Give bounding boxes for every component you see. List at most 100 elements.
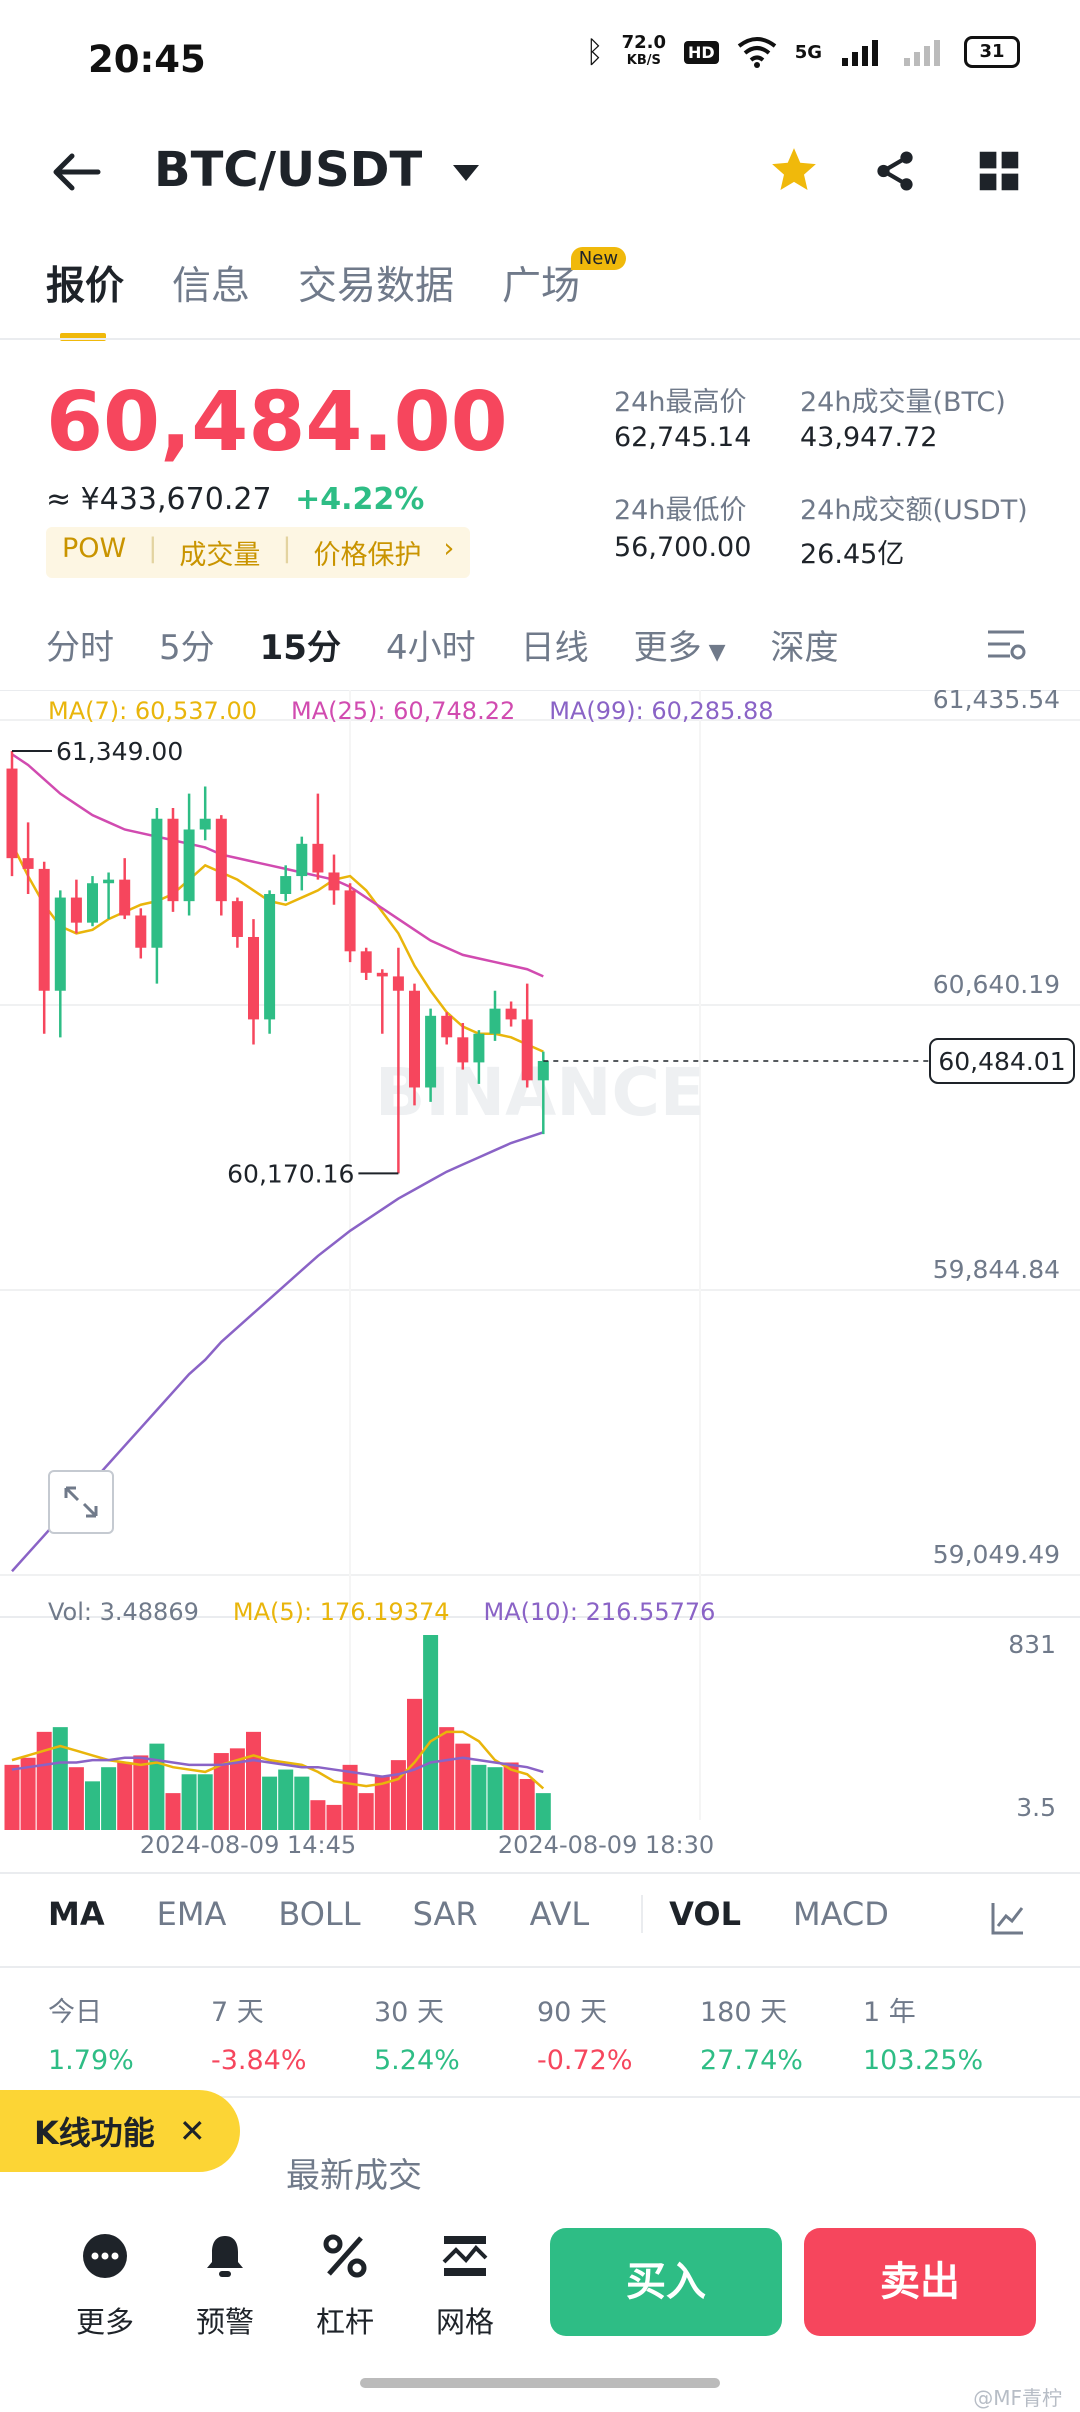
pair-selector[interactable]: BTC/USDT	[154, 142, 481, 198]
indicator-sar[interactable]: SAR	[412, 1895, 478, 1933]
caret-down-icon	[452, 165, 479, 181]
candle-body	[151, 818, 163, 948]
nav-more-label: 更多	[75, 2305, 134, 2339]
volume-bar	[246, 1731, 261, 1830]
more-dots-icon	[83, 2234, 127, 2278]
indicator-settings-icon[interactable]	[990, 1900, 1026, 1936]
indicator-vol[interactable]: VOL	[641, 1895, 741, 1933]
candle-body	[183, 829, 195, 902]
volume-bar	[278, 1769, 294, 1830]
volume-bar	[149, 1743, 165, 1830]
candle-body	[505, 1008, 517, 1020]
current-price-label: 60,484.01	[938, 1047, 1065, 1076]
performance-row: 今日 1.79% 7 天 -3.84% 30 天 5.24% 90 天 -0.72% 1…	[48, 1990, 1026, 2076]
perf-value: 5.24%	[374, 2045, 460, 2076]
interval-depth[interactable]: 深度	[770, 628, 839, 668]
low-marker-label: 60,170.16	[227, 1159, 354, 1188]
caret-down-icon: ▼	[701, 640, 726, 665]
volume-bar	[20, 1757, 36, 1830]
y-tick-label: 60,640.19	[933, 970, 1060, 999]
grid-menu-icon[interactable]	[978, 150, 1020, 192]
vol-ma10-label: MA(10): 216.55776	[483, 1598, 716, 1626]
back-arrow-icon[interactable]	[50, 150, 102, 194]
grid-trading-icon	[442, 2236, 488, 2276]
y-tick-label: 59,844.84	[933, 1255, 1060, 1284]
volume-bar	[181, 1774, 197, 1830]
vol-y-tick-label: 3.5	[1016, 1793, 1056, 1822]
candle-body	[87, 883, 98, 923]
candle-body	[167, 818, 179, 902]
nav-alert[interactable]: 预警	[180, 2232, 270, 2341]
sell-button[interactable]: 卖出	[804, 2228, 1036, 2336]
tag-sep: |	[282, 533, 292, 564]
candle-body	[457, 1037, 469, 1063]
interval-4h[interactable]: 4小时	[385, 628, 476, 668]
candle-body	[215, 818, 227, 902]
candlestick-chart[interactable]: 61,435.5460,640.1959,844.8459,049.49BINA…	[0, 690, 1080, 1870]
candle-body	[537, 1060, 549, 1081]
volume-bar	[197, 1774, 213, 1830]
volume-bar	[52, 1727, 68, 1830]
latest-trades-tab[interactable]: 最新成交	[286, 2156, 422, 2196]
interval-bar: 分时 5分 15分 4小时 日线 更多 ▼ 深度	[46, 620, 839, 669]
interval-more[interactable]: 更多 ▼	[634, 620, 726, 669]
nav-margin-label: 杠杆	[315, 2305, 374, 2339]
candle-body	[135, 915, 147, 948]
kline-feature-tip[interactable]: K线功能 ✕	[0, 2090, 240, 2172]
interval-timeline[interactable]: 分时	[46, 628, 114, 668]
tab-quote[interactable]: 报价	[46, 255, 124, 341]
percent-icon	[323, 2234, 367, 2278]
interval-15m[interactable]: 15分	[259, 628, 341, 668]
tag-price-protection: 价格保护	[313, 540, 422, 571]
y-tick-label: 59,049.49	[933, 1540, 1060, 1569]
fullscreen-button[interactable]	[48, 1470, 114, 1534]
x-tick-label: 2024-08-09 14:45	[140, 1831, 356, 1859]
close-icon[interactable]: ✕	[178, 2112, 206, 2150]
volume-bar	[262, 1776, 278, 1830]
hd-icon: HD	[684, 40, 719, 64]
candle-body	[119, 879, 131, 916]
divider	[0, 1966, 1080, 1968]
favorite-star-icon[interactable]	[768, 145, 820, 195]
candle-body	[392, 976, 404, 991]
vol-y-tick-label: 831	[1008, 1630, 1056, 1659]
divider	[0, 690, 1080, 691]
share-icon[interactable]	[872, 148, 918, 194]
tab-square[interactable]: 广场 New	[502, 247, 627, 329]
status-time: 20:45	[88, 38, 206, 81]
buy-button[interactable]: 买入	[550, 2228, 782, 2336]
candle-body	[22, 858, 34, 869]
indicator-ema[interactable]: EMA	[156, 1895, 227, 1933]
candle-body	[473, 1033, 485, 1063]
perf-value: 103.25%	[863, 2045, 984, 2076]
indicator-boll[interactable]: BOLL	[278, 1895, 361, 1933]
indicator-avl[interactable]: AVL	[529, 1895, 590, 1933]
divider	[0, 2096, 1080, 2098]
home-indicator[interactable]	[360, 2378, 720, 2388]
perf-1y: 1 年 103.25%	[863, 1990, 1026, 2076]
indicator-ma[interactable]: MA	[48, 1895, 105, 1933]
volume-bar	[117, 1762, 133, 1830]
tab-trading-data[interactable]: 交易数据	[298, 264, 455, 309]
candle-body	[425, 1015, 437, 1088]
nav-grid[interactable]: 网格	[420, 2232, 510, 2341]
nav-more[interactable]: 更多	[60, 2232, 150, 2341]
y-tick-label: 61,435.54	[933, 690, 1060, 714]
indicator-macd[interactable]: MACD	[792, 1895, 889, 1933]
tag-strip[interactable]: POW | 成交量 | 价格保护 ›	[46, 527, 471, 578]
interval-1d[interactable]: 日线	[520, 628, 589, 668]
change-percent: +4.22%	[295, 482, 425, 517]
volume-bar	[519, 1778, 535, 1830]
candle-body	[199, 818, 211, 830]
tab-info[interactable]: 信息	[172, 264, 251, 309]
volume-bar	[535, 1793, 551, 1830]
volume-bar	[36, 1731, 52, 1830]
vol-usdt-value: 26.45亿	[800, 539, 905, 570]
chart-settings-icon[interactable]	[986, 626, 1026, 662]
volume-bar	[101, 1767, 117, 1830]
interval-5m[interactable]: 5分	[159, 628, 215, 668]
low-label: 24h最低价	[614, 495, 747, 526]
nav-margin[interactable]: 杠杆	[300, 2232, 390, 2341]
high-value: 62,745.14	[614, 422, 752, 453]
low-value: 56,700.00	[614, 532, 752, 563]
